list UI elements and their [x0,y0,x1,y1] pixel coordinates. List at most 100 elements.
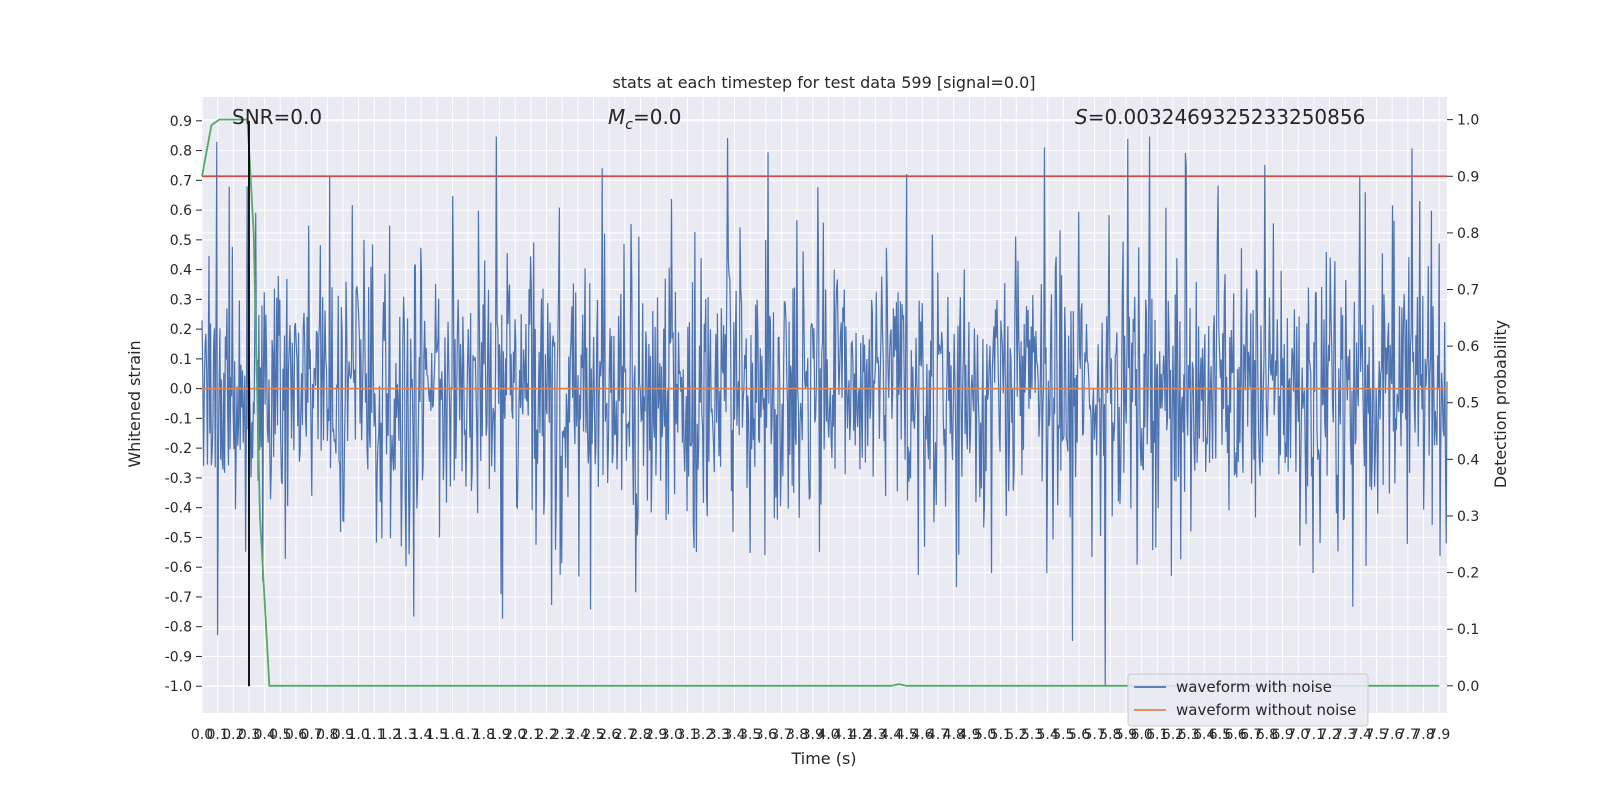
legend: waveform with noise waveform without noi… [1127,673,1369,727]
y-tick-label: 0.7 [170,173,192,189]
x-tick-label: 4.3 [864,727,886,743]
x-tick-label: 3.9 [802,727,824,743]
x-tick-label: 4.4 [880,727,902,743]
x-tick-label: 2.6 [598,727,620,743]
snr-annotation: SNR=0.0 [232,105,322,129]
x-tick-label: 1.1 [363,727,385,743]
x-tick-label: 3.8 [786,727,808,743]
y-ticks: 0.9 0.8 0.7 0.6 0.5 0.4 0.3 0.2 0.1 0.0 -0.1 -0.2 -0… [165,114,202,695]
y-tick-label: 0.3 [170,292,192,308]
x-tick-label: 3.4 [723,727,745,743]
y-tick-label: 0.2 [170,322,192,338]
y2-tick-label: 0.7 [1457,283,1479,299]
x-tick-label: 7.2 [1318,727,1340,743]
x-tick-label: 6.8 [1256,727,1278,743]
x-tick-label: 5.8 [1099,727,1121,743]
x-tick-label: 3.7 [770,727,792,743]
x-tick-label: 5.6 [1068,727,1090,743]
y2-tick-label: 1.0 [1457,113,1479,129]
x-tick-label: 5.5 [1052,727,1074,743]
y-tick-label: 0.8 [170,144,192,160]
y-tick-label: 0.0 [170,382,192,398]
x-tick-label: 6.1 [1146,727,1168,743]
x-tick-label: 5.1 [990,727,1012,743]
x-tick-label: 2.7 [614,727,636,743]
x-tick-label: 1.2 [379,727,401,743]
x-tick-label: 4.8 [943,727,965,743]
x-tick-label: 3.3 [708,727,730,743]
y-tick-label: -1.0 [165,679,192,695]
x-tick-label: 7.0 [1287,727,1309,743]
x-tick-label: 0.5 [269,727,291,743]
x-tick-label: 1.4 [410,727,432,743]
x-tick-label: 4.5 [896,727,918,743]
y-tick-label: -0.5 [165,530,192,546]
y2-tick-label: 0.1 [1457,622,1479,638]
x-tick-label: 6.2 [1162,727,1184,743]
x-tick-label: 6.9 [1271,727,1293,743]
x-tick-label: 6.0 [1130,727,1152,743]
x-tick-label: 0.3 [238,727,260,743]
x-tick-label: 4.0 [817,727,839,743]
x-tick-label: 5.9 [1115,727,1137,743]
y-tick-label: 0.5 [170,233,192,249]
x-tick-label: 4.7 [927,727,949,743]
chirp-mass-annotation: Mc=0.0 [608,105,682,133]
x-tick-label: 0.8 [316,727,338,743]
x-tick-label: 3.5 [739,727,761,743]
x-tick-label: 0.4 [254,727,276,743]
y-axis-label: Whitened strain [125,340,144,467]
x-tick-label: 6.5 [1209,727,1231,743]
x-tick-label: 1.6 [441,727,463,743]
x-tick-label: 7.1 [1303,727,1325,743]
x-tick-label: 3.6 [755,727,777,743]
y-tick-label: -0.2 [165,441,192,457]
score-annotation: S=0.0032469325233250856 [1075,105,1365,129]
x-tick-label: 5.7 [1084,727,1106,743]
x-tick-label: 5.0 [974,727,996,743]
chart-title: stats at each timestep for test data 599… [612,73,1035,92]
x-tick-label: 7.6 [1381,727,1403,743]
x-tick-label: 1.5 [426,727,448,743]
y-tick-label: 0.1 [170,352,192,368]
x-tick-label: 7.3 [1334,727,1356,743]
y-tick-label: 0.9 [170,114,192,130]
x-tick-label: 0.0 [191,727,213,743]
x-tick-label: 7.5 [1365,727,1387,743]
x-tick-label: 5.3 [1021,727,1043,743]
score-symbol: S [1075,105,1088,129]
y2-tick-label: 0.6 [1457,339,1479,355]
y-tick-label: 0.4 [170,263,192,279]
x-tick-label: 2.4 [567,727,589,743]
x-tick-label: 2.9 [645,727,667,743]
series-layer [201,118,1448,687]
x-tick-label: 3.1 [676,727,698,743]
x-tick-label: 2.0 [504,727,526,743]
y-tick-label: -0.3 [165,471,192,487]
x-tick-label: 4.2 [849,727,871,743]
y-tick-label: -0.7 [165,590,192,606]
y2-tick-label: 0.3 [1457,509,1479,525]
y-tick-label: -0.8 [165,620,192,636]
y2-tick-label: 0.2 [1457,566,1479,582]
x-tick-label: 2.1 [520,727,542,743]
x-tick-label: 0.7 [300,727,322,743]
x-tick-label: 0.9 [332,727,354,743]
x-tick-label: 7.7 [1397,727,1419,743]
x-tick-label: 2.5 [582,727,604,743]
series-waveform-with-noise [201,136,1448,687]
x-tick-label: 6.7 [1240,727,1262,743]
x-tick-label: 4.6 [911,727,933,743]
x-tick-label: 6.3 [1177,727,1199,743]
y2-tick-label: 0.9 [1457,169,1479,185]
x-tick-label: 6.4 [1193,727,1215,743]
x-tick-label: 1.7 [457,727,479,743]
y2-ticks: 1.0 0.9 0.8 0.7 0.6 0.5 0.4 0.3 0.2 0.1 0.0 [1447,113,1479,695]
x-tick-label: 3.0 [661,727,683,743]
x-tick-label: 0.2 [222,727,244,743]
x-tick-label: 7.9 [1428,727,1450,743]
y2-tick-label: 0.0 [1457,679,1479,695]
y2-tick-label: 0.4 [1457,452,1479,468]
x-tick-label: 3.2 [692,727,714,743]
